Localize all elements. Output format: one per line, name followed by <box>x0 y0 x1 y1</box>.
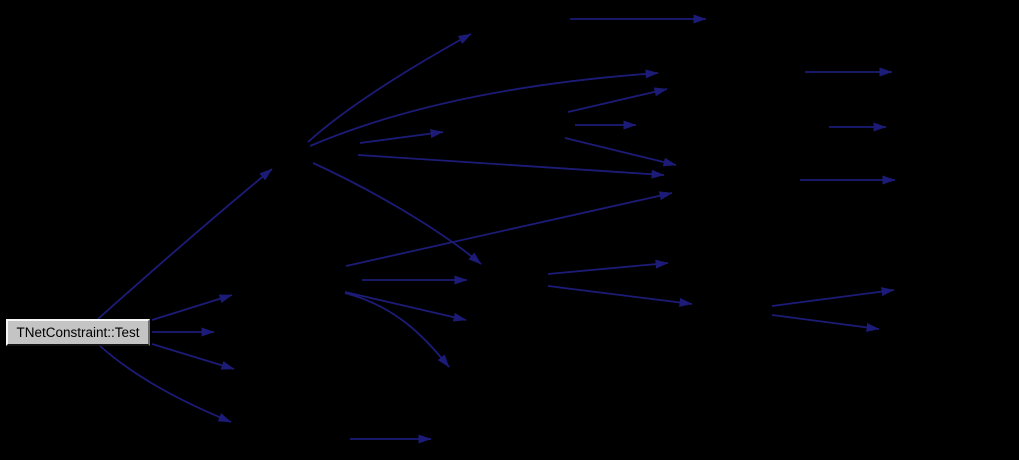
edge-upper-mid-node-2-to-mid-node-3b <box>564 137 677 167</box>
edge-mid-left-stack-node-to-center-node-3 <box>344 291 467 322</box>
edge-root-node-to-mid-left-node-3 <box>151 343 235 370</box>
edge-hub-node-to-center-node-1 <box>312 162 482 265</box>
edge-mid-left-stack-node-to-center-node-4 <box>344 292 450 368</box>
edge-hub-node-to-upper-mid-node-2 <box>359 129 444 144</box>
edge-root-node-to-mid-left-node-1 <box>151 294 233 321</box>
node-label: TNetConstraint::Test <box>16 324 140 340</box>
edge-hub-node-to-upper-mid-node-1 <box>309 69 659 147</box>
node-tnetconstraint-test: TNetConstraint::Test <box>6 319 150 346</box>
edge-lower-mid-node-2-to-lower-right-node-2 <box>771 314 880 332</box>
edge-center-node-2-to-lower-mid-node-2 <box>547 285 693 307</box>
edge-root-node-to-hub-node <box>97 168 273 320</box>
edge-root-node-to-bottom-left-node <box>99 345 232 423</box>
edge-upper-mid-node-2-to-upper-right-node-1 <box>567 87 668 113</box>
edge-hub-node-to-top-node-1 <box>307 33 472 143</box>
edge-lower-mid-node-2-to-lower-right-node-1 <box>771 287 895 307</box>
edge-hub-node-to-mid-node-3 <box>357 154 665 179</box>
edge-mid-left-stack-node-to-mid-node-3c <box>345 191 673 267</box>
edge-center-node-2-to-lower-mid-node-1 <box>547 259 669 275</box>
